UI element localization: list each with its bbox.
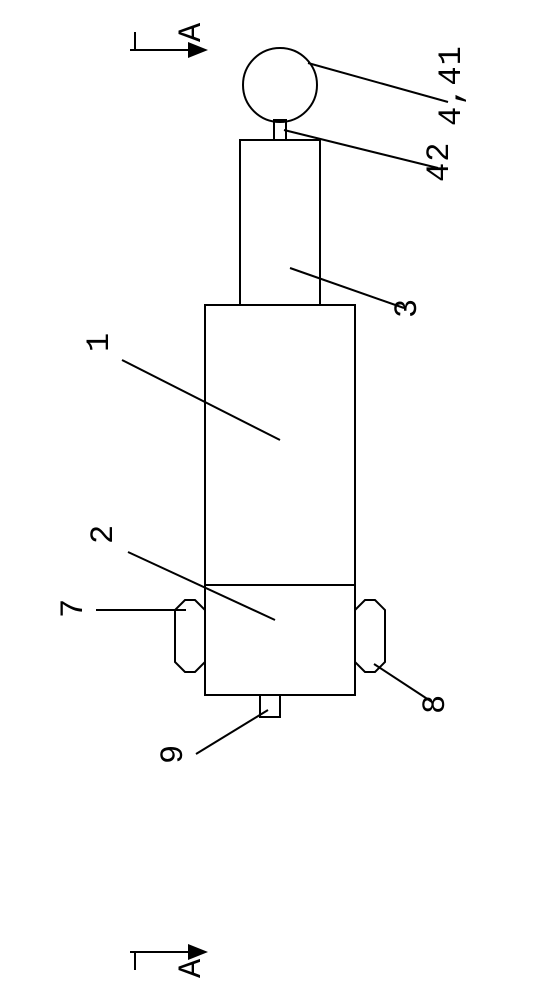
part-head-block [205, 585, 355, 695]
part-ball [243, 48, 317, 122]
part-body [205, 305, 355, 585]
leader-3 [290, 268, 404, 308]
leader-42 [284, 130, 438, 168]
label-3: 3 [389, 298, 426, 318]
label-1: 1 [81, 332, 118, 352]
label-8: 8 [417, 694, 454, 714]
shapes-group [175, 48, 385, 717]
section-markers: AA [130, 22, 210, 978]
leader-1 [122, 360, 280, 440]
label-9: 9 [155, 744, 192, 764]
leader-4-41 [308, 63, 448, 102]
engineering-diagram: 4,4142312789 AA [0, 0, 542, 1000]
label-4-41: 4,41 [433, 45, 470, 126]
label-2: 2 [85, 524, 122, 544]
part-piston [240, 140, 320, 305]
leader-9 [196, 710, 268, 754]
section-bottom-label: A [173, 958, 210, 978]
part-lug-right [355, 600, 385, 672]
section-top-label: A [173, 22, 210, 42]
label-7: 7 [55, 598, 92, 618]
label-42: 42 [421, 142, 458, 182]
